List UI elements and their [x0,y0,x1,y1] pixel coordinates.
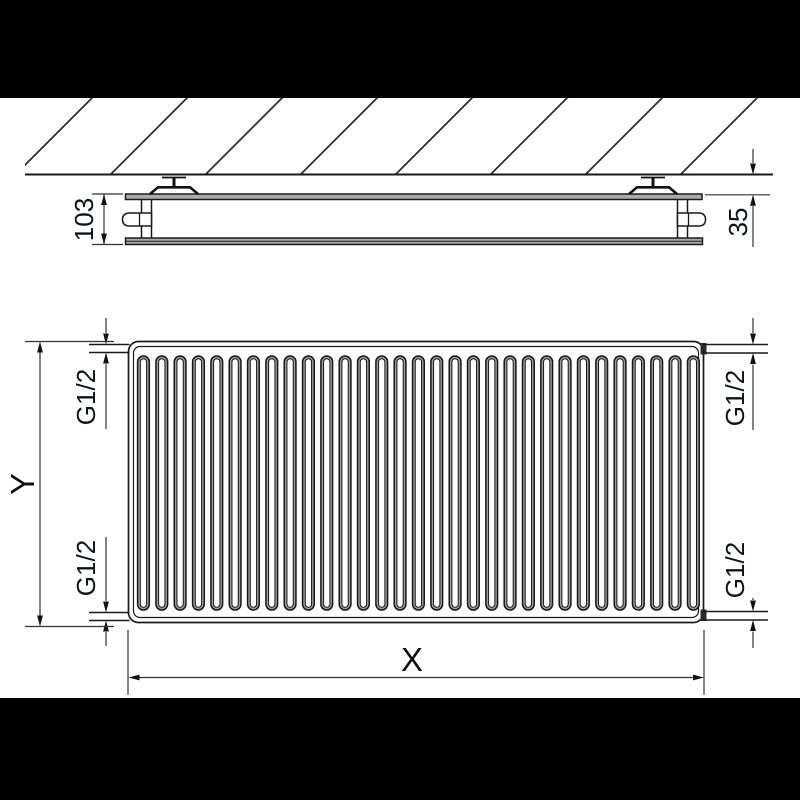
arrow-down-icon [103,333,109,345]
dimension-connection-bottom-left: G1/2 [71,537,109,646]
groove-inner [304,358,313,608]
connection-label: G1/2 [71,540,101,596]
groove-inner [488,358,496,608]
stub-bottom-left [89,611,130,622]
drawing-canvas: 103 35 G1/2 [4,98,773,695]
arrow-right-icon [693,674,704,681]
dimension-height-y: Y [4,340,114,628]
arrow-down-icon [750,333,756,345]
radiator-technical-drawing: 103 35 G1/2 [0,98,800,698]
groove-inner [506,358,514,608]
groove-inner [579,358,588,608]
groove-inner [451,358,459,608]
width-extension-lines [127,630,705,695]
groove-inner [524,358,533,608]
groove-inner [231,358,239,608]
groove-inner [616,358,624,608]
groove-inner [139,358,148,608]
connection-label: G1/2 [720,542,750,598]
arrow-down-icon [101,233,107,245]
groove-inner [249,358,258,608]
panel-grooves [136,355,700,611]
height-extension-lines [25,340,114,628]
stub-bottom-right [703,610,768,621]
arrow-up-icon [750,353,756,364]
groove-inner [543,358,551,608]
dimension-depth-103: 103 [69,193,123,246]
left-mounting-bracket [149,176,199,195]
groove-inner [378,358,386,608]
stub-top-right [703,343,768,354]
groove-inner [433,358,441,608]
groove-inner [286,358,294,608]
groove-inner [598,358,606,608]
right-mounting-bracket [628,176,678,195]
side-view: 103 35 [25,98,773,247]
letterbox-bottom [0,698,800,800]
groove-inner [158,358,166,608]
left-connection-stub [121,212,153,227]
arrow-left-icon [128,674,140,681]
right-connection-stub [676,212,707,227]
arrow-up-icon [37,341,43,353]
stub-collar-top-right [700,343,707,355]
groove-inner [689,358,698,608]
dimension-width-x: X [127,630,705,695]
arrow-up-icon [103,352,109,364]
arrow-up-icon [101,194,107,205]
height-value-label: Y [4,473,41,495]
front-view: G1/2 G1/2 G1/2 G1/2 Y [4,318,768,695]
groove-inner [268,358,276,608]
groove-inner [359,358,368,608]
groove-inner [213,358,221,608]
dimension-wall-distance-35: 35 [705,149,770,247]
dimension-connection-top-left: G1/2 [71,318,109,429]
connection-label: G1/2 [71,369,101,425]
arrow-down-icon [37,615,43,627]
stub-collar-bottom-right [700,609,707,621]
arrow-down-icon [103,601,109,613]
depth-value-label: 103 [69,198,99,241]
groove-inner [176,358,184,608]
groove-inner [653,358,661,608]
groove-inner [469,358,478,608]
dimension-connection-bottom-right: G1/2 [720,542,756,648]
connection-label: G1/2 [720,370,750,426]
back-panel-edge [124,193,703,201]
groove-inner [561,358,569,608]
groove-inner [194,358,203,608]
arrow-up-icon [750,194,756,206]
groove-inner [341,358,349,608]
wall-hatching [25,98,773,174]
depth-extension-lines [92,193,123,246]
groove-inner [323,358,331,608]
arrow-down-icon [750,600,756,612]
arrow-down-icon [750,163,756,175]
arrow-up-icon [750,620,756,631]
letterbox-top [0,0,800,98]
dimension-connection-top-right: G1/2 [720,318,756,430]
groove-inner [634,358,643,608]
stub-top-left [89,343,130,354]
width-value-label: X [401,641,423,678]
groove-inner [396,358,404,608]
groove-inner [414,358,423,608]
wall-distance-value-label: 35 [723,208,753,237]
groove-inner [671,358,679,608]
